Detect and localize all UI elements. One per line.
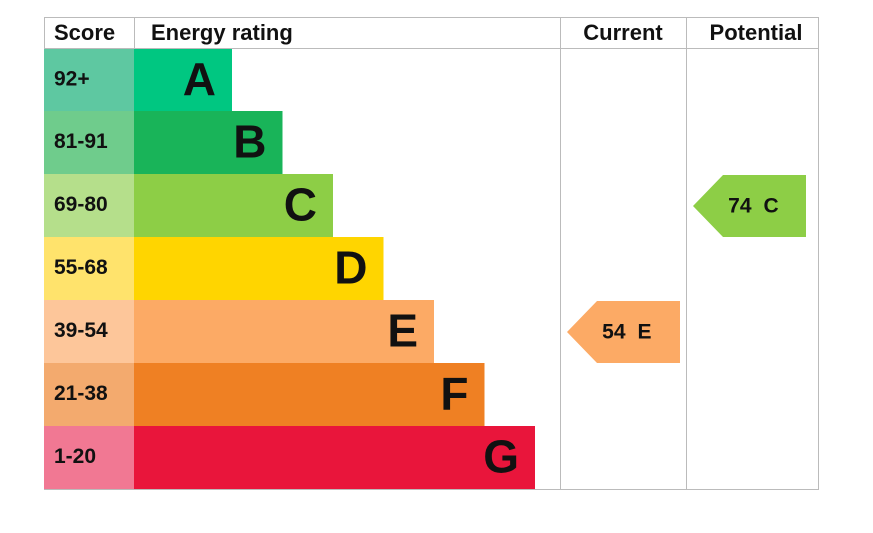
header-current: Current xyxy=(583,20,663,45)
current-letter: E xyxy=(638,321,652,344)
score-label: 39-54 xyxy=(54,319,108,342)
rating-letter: E xyxy=(387,305,418,357)
score-cell xyxy=(44,237,134,300)
current-arrow xyxy=(567,301,680,363)
score-cell xyxy=(44,49,134,111)
potential-letter: C xyxy=(764,195,779,218)
rating-letter: A xyxy=(183,53,216,105)
rating-letter: G xyxy=(483,431,519,483)
score-label: 21-38 xyxy=(54,382,108,405)
score-label: 81-91 xyxy=(54,130,108,153)
rating-bar xyxy=(134,363,485,426)
score-label: 69-80 xyxy=(54,193,108,216)
rating-bar xyxy=(134,300,434,363)
score-cell xyxy=(44,426,134,489)
score-cell xyxy=(44,111,134,174)
score-cell xyxy=(44,363,134,426)
score-label: 92+ xyxy=(54,68,90,91)
rating-bar xyxy=(134,49,232,111)
rating-bar xyxy=(134,111,283,174)
rating-letter: B xyxy=(233,116,266,168)
score-label: 1-20 xyxy=(54,445,96,468)
score-cell xyxy=(44,174,134,237)
rating-letter: D xyxy=(334,242,367,294)
rating-letter: F xyxy=(440,368,468,420)
potential-arrow xyxy=(693,175,806,237)
score-cell xyxy=(44,300,134,363)
rating-bar xyxy=(134,237,384,300)
header-rating: Energy rating xyxy=(151,20,293,45)
potential-value: 74 xyxy=(728,195,752,218)
rating-letter: C xyxy=(284,179,317,231)
current-value: 54 xyxy=(602,321,626,344)
rating-bar xyxy=(134,174,333,237)
rating-bar xyxy=(134,426,535,489)
header-potential: Potential xyxy=(710,20,803,45)
header-score: Score xyxy=(54,20,115,45)
score-label: 55-68 xyxy=(54,256,108,279)
